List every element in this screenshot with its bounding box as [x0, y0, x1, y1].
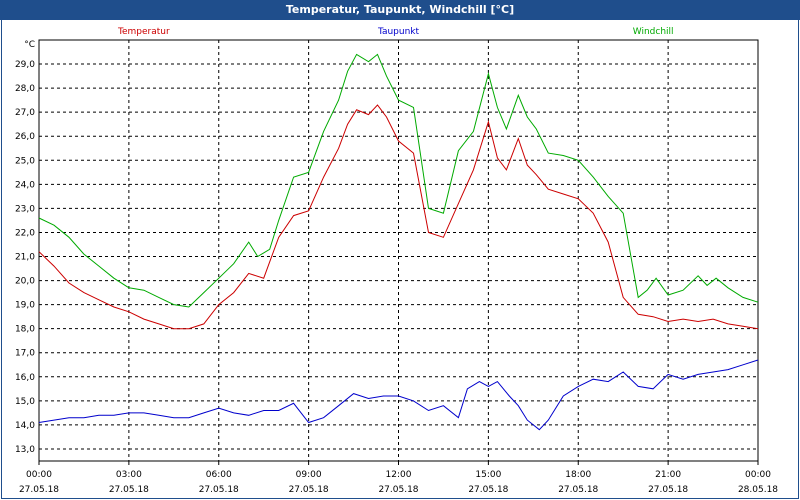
chart-title: Temperatur, Taupunkt, Windchill [°C]	[0, 0, 800, 20]
y-tick-label: 20,0	[15, 277, 35, 287]
y-tick-label: 23,0	[15, 204, 35, 214]
x-tick-time-label: 15:00	[475, 470, 501, 480]
legend-temperatur: Temperatur	[117, 27, 170, 37]
x-tick-time-label: 09:00	[296, 470, 322, 480]
x-tick-date-label: 27.05.18	[289, 485, 329, 495]
x-tick-date-label: 27.05.18	[19, 485, 59, 495]
legend-taupunkt: Taupunkt	[377, 27, 420, 37]
y-tick-label: 29,0	[15, 60, 35, 70]
y-tick-label: 17,0	[15, 349, 35, 359]
x-tick-time-label: 00:00	[26, 470, 52, 480]
x-tick-time-label: 21:00	[655, 470, 681, 480]
y-tick-label: 21,0	[15, 253, 35, 263]
x-tick-time-label: 00:00	[745, 470, 771, 480]
x-tick-date-label: 27.05.18	[558, 485, 598, 495]
y-tick-label: 18,0	[15, 325, 35, 335]
y-tick-label: 16,0	[15, 373, 35, 383]
x-tick-date-label: 27.05.18	[199, 485, 239, 495]
legend-windchill: Windchill	[633, 27, 674, 37]
series-line-windchill	[38, 53, 759, 308]
plot-frame: 13,0 14,0 15,0 16,0 17,0 18,0 19,0 20,0 21,0 22,0…	[1, 20, 799, 499]
x-tick-date-label: 27.05.18	[468, 485, 508, 495]
x-tick-time-label: 03:00	[116, 470, 142, 480]
y-tick-label: 14,0	[15, 421, 35, 431]
x-tick-date-label: 27.05.18	[109, 485, 149, 495]
y-tick-label: 24,0	[15, 180, 35, 190]
series-line-temperatur	[38, 104, 759, 330]
y-tick-label: 13,0	[15, 445, 35, 455]
y-tick-label: 25,0	[15, 156, 35, 166]
y-tick-label: 22,0	[15, 228, 35, 238]
x-tick-date-label: 27.05.18	[378, 485, 418, 495]
y-tick-label: 28,0	[15, 84, 35, 94]
series-line-taupunkt	[38, 359, 759, 431]
y-tick-label: 27,0	[15, 108, 35, 118]
x-tick-time-label: 18:00	[565, 470, 591, 480]
chart: 13,0 14,0 15,0 16,0 17,0 18,0 19,0 20,0 21,0 22,0…	[15, 27, 778, 495]
x-tick-time-label: 12:00	[386, 470, 412, 480]
y-axis-label: °C	[24, 40, 35, 50]
y-tick-label: 26,0	[15, 132, 35, 142]
x-tick-date-label: 27.05.18	[648, 485, 688, 495]
x-tick-time-label: 06:00	[206, 470, 232, 480]
plot-area-border	[38, 39, 759, 462]
y-tick-label: 19,0	[15, 301, 35, 311]
y-tick-label: 15,0	[15, 397, 35, 407]
x-tick-date-label: 28.05.18	[738, 485, 778, 495]
